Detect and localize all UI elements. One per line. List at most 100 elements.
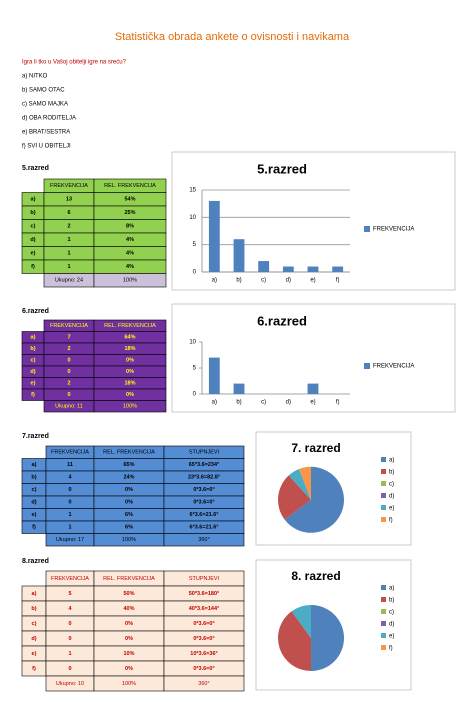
question: Igra li tko u Vašoj obitelji igre na sre… (22, 60, 127, 66)
legend-swatch (381, 493, 386, 498)
legend-swatch (381, 597, 386, 602)
cell-text: 6 (67, 210, 70, 216)
legend-swatch (381, 633, 386, 638)
legend-label: b) (389, 598, 394, 604)
cell-text: 1 (67, 237, 70, 243)
cell-text: 0% (125, 636, 133, 642)
cell-text: Ukupno: 11 (55, 404, 83, 410)
cell-text: 25% (124, 210, 135, 216)
cell-text: f) (31, 264, 35, 270)
cell-text: 65*3.6=234° (189, 462, 220, 468)
table-cell (93, 273, 167, 288)
legend-swatch (381, 457, 386, 462)
cell-text: REL. FREKVENCIJA (104, 183, 156, 189)
cell-text: 6*3.6=21.6° (190, 525, 219, 531)
cell-text: 4 (68, 606, 72, 612)
section-heading: 7.razred (22, 433, 49, 440)
legend-swatch (381, 645, 386, 650)
y-tick-label: 10 (189, 340, 196, 346)
cell-text: 65% (123, 462, 134, 468)
bar (208, 200, 220, 272)
cell-text: f) (32, 666, 36, 672)
cell-text: 1 (68, 651, 71, 657)
legend-label: e) (389, 634, 394, 640)
cell-text: 0*3.6=0° (193, 500, 214, 506)
cell-text: 0 (68, 487, 71, 493)
cell-text: Ukupno: 10 (56, 681, 84, 687)
cell-text: 0% (125, 500, 133, 506)
table-cell (163, 533, 245, 547)
x-tick-label: c) (261, 400, 266, 406)
legend-label: d) (389, 622, 394, 628)
legend-swatch (364, 363, 370, 369)
pie-slice (291, 605, 311, 638)
bar (307, 266, 319, 272)
cell-text: 100% (122, 681, 136, 687)
legend-swatch (381, 481, 386, 486)
cell-text: 18% (124, 381, 135, 387)
cell-text: a) (32, 591, 37, 597)
cell-text: 8% (126, 224, 134, 230)
pie-slice (299, 466, 311, 500)
section-heading: 5.razred (22, 165, 49, 172)
cell-text: 0% (125, 666, 133, 672)
cell-text: b) (30, 210, 35, 216)
legend-swatch (381, 517, 386, 522)
chart-title: 6.razred (257, 313, 307, 328)
cell-text: e) (31, 381, 36, 387)
cell-text: b) (31, 606, 36, 612)
table-cell (93, 400, 167, 413)
cell-text: 54% (124, 197, 135, 203)
cell-text: 360° (198, 681, 209, 687)
cell-text: c) (32, 621, 37, 627)
legend-swatch (381, 585, 386, 590)
option: f) SVI U OBITELJI (22, 144, 71, 150)
y-tick-label: 5 (193, 366, 197, 372)
cell-text: c) (31, 224, 36, 230)
cell-text: 0 (67, 392, 70, 398)
cell-text: d) (31, 636, 36, 642)
x-tick-label: b) (236, 400, 241, 406)
cell-text: 0 (67, 358, 70, 364)
bar (233, 239, 245, 272)
cell-text: Ukupno: 17 (56, 537, 84, 543)
bar (307, 383, 319, 394)
cell-text: 1 (68, 525, 71, 531)
chart-title: 7. razred (291, 441, 340, 455)
y-tick-label: 0 (193, 392, 197, 398)
cell-text: b) (31, 475, 36, 481)
cell-text: 0% (125, 487, 133, 493)
cell-text: 1 (67, 264, 70, 270)
cell-text: 11 (67, 462, 73, 468)
x-tick-label: b) (236, 278, 241, 284)
x-tick-label: d) (286, 278, 291, 284)
cell-text: 0% (126, 369, 134, 375)
cell-text: Ukupno: 24 (55, 278, 83, 284)
cell-text: c) (31, 358, 36, 364)
section-heading: 6.razred (22, 308, 49, 315)
pie-slice (277, 611, 311, 671)
cell-text: FREKVENCIJA (51, 450, 89, 456)
cell-text: 100% (123, 404, 137, 410)
x-tick-label: a) (212, 278, 217, 284)
legend-label: c) (389, 610, 394, 616)
cell-text: 0 (68, 666, 71, 672)
cell-text: 10*3.6=36° (190, 651, 217, 657)
cell-text: 0*3.6=0° (193, 487, 214, 493)
cell-text: a) (31, 197, 36, 203)
cell-text: REL. FREKVENCIJA (104, 323, 156, 329)
cell-text: f) (32, 525, 36, 531)
x-tick-label: f) (336, 400, 340, 406)
option: e) BRAT/SESTRA (22, 130, 70, 136)
legend-swatch (381, 621, 386, 626)
cell-text: 100% (122, 537, 136, 543)
cell-text: 1 (68, 512, 71, 518)
legend-swatch (381, 469, 386, 474)
cell-text: 0*3.6=0° (193, 621, 214, 627)
legend-label: f) (389, 518, 393, 524)
x-tick-label: e) (310, 400, 315, 406)
cell-text: 40*3.6=144° (189, 606, 220, 612)
pie-slice (288, 469, 311, 500)
cell-text: d) (30, 369, 35, 375)
x-tick-label: f) (336, 278, 340, 284)
